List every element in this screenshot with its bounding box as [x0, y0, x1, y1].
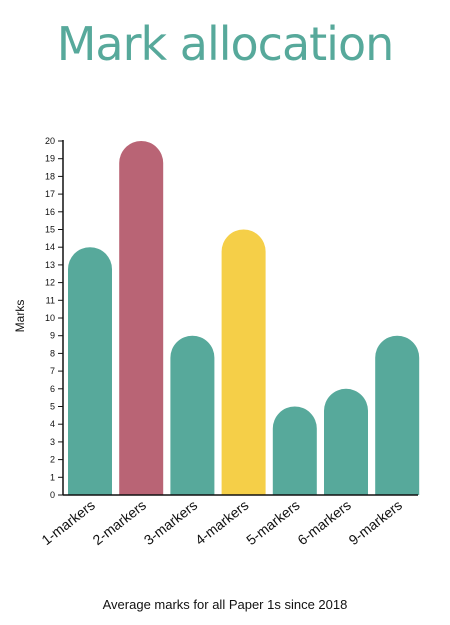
y-axis-title: Marks — [13, 300, 27, 333]
y-tick-label: 1 — [50, 472, 55, 482]
bars-group — [68, 141, 420, 496]
x-tick-label-2-markers: 2-markers — [90, 497, 150, 548]
bar-1-markers — [68, 247, 112, 495]
y-tick-label: 11 — [46, 295, 55, 305]
y-tick-label: 13 — [45, 260, 55, 270]
y-tick-label: 17 — [45, 189, 55, 199]
bar-3-markers — [170, 335, 215, 495]
y-tick-label: 12 — [45, 278, 55, 288]
y-tick-label: 14 — [45, 242, 55, 252]
bar-5-markers — [272, 406, 317, 495]
y-tick-label: 18 — [45, 171, 55, 181]
y-tick-label: 3 — [50, 437, 55, 447]
chart-title: Mark allocation — [56, 17, 395, 71]
y-tick-label: 2 — [50, 455, 55, 465]
y-tick-label: 9 — [50, 331, 55, 341]
bar-9-markers — [375, 335, 420, 495]
y-tick-label: 20 — [45, 136, 55, 146]
y-tick-label: 7 — [50, 366, 55, 376]
x-tick-label-3-markers: 3-markers — [141, 497, 201, 548]
x-tick-label-9-markers: 9-markers — [346, 497, 406, 548]
y-tick-label: 5 — [50, 402, 55, 412]
y-tick-label: 15 — [45, 225, 55, 235]
y-tick-label: 16 — [45, 207, 55, 217]
x-tick-label-6-markers: 6-markers — [294, 497, 354, 548]
bar-2-markers — [119, 141, 164, 495]
y-tick-label: 8 — [50, 348, 55, 358]
x-tick-label-1-markers: 1-markers — [38, 497, 98, 548]
x-tick-label-5-markers: 5-markers — [243, 497, 303, 548]
x-tick-label-4-markers: 4-markers — [192, 497, 252, 548]
bar-6-markers — [324, 388, 368, 495]
y-tick-label: 10 — [45, 313, 55, 323]
y-tick-label: 0 — [50, 490, 55, 500]
y-tick-label: 19 — [45, 154, 55, 164]
bar-4-markers — [221, 229, 266, 496]
x-labels-group: 1-markers2-markers3-markers4-markers5-ma… — [38, 497, 405, 548]
y-tick-label: 4 — [50, 419, 55, 429]
y-tick-label: 6 — [50, 384, 55, 394]
chart-caption: Average marks for all Paper 1s since 201… — [102, 597, 348, 612]
